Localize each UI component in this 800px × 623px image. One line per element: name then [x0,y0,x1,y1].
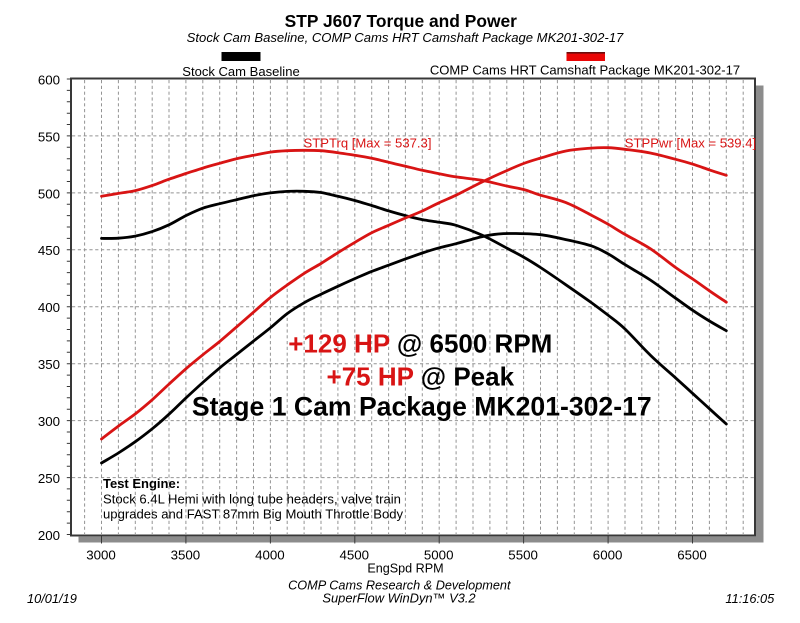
svg-text:Stage 1 Cam Package MK201-302-: Stage 1 Cam Package MK201-302-17 [192,392,652,422]
svg-text:Stock Cam Baseline: Stock Cam Baseline [182,64,299,79]
svg-text:COMP Cams Research & Developme: COMP Cams Research & Development [288,579,511,593]
svg-text:4500: 4500 [340,547,370,562]
svg-text:11:16:05: 11:16:05 [725,591,775,606]
svg-text:Stock 6.4L Hemi with long tube: Stock 6.4L Hemi with long tube headers, … [103,491,401,506]
svg-text:Stock Cam Baseline, COMP Cams: Stock Cam Baseline, COMP Cams HRT Camsha… [187,30,624,45]
svg-text:250: 250 [38,471,60,486]
svg-text:3000: 3000 [86,547,116,562]
svg-text:EngSpd RPM: EngSpd RPM [367,562,443,576]
svg-text:upgrades and FAST 87mm Big Mou: upgrades and FAST 87mm Big Mouth Throttl… [103,506,404,521]
svg-text:+75 HP @ Peak: +75 HP @ Peak [327,362,515,392]
svg-text:5500: 5500 [508,547,538,562]
svg-text:5000: 5000 [424,547,454,562]
svg-text:4000: 4000 [255,547,285,562]
svg-text:6000: 6000 [593,547,623,562]
svg-text:3500: 3500 [171,547,201,562]
svg-text:500: 500 [38,186,60,201]
svg-text:450: 450 [38,243,60,258]
svg-text:550: 550 [38,129,60,144]
svg-text:10/01/19: 10/01/19 [27,591,77,606]
svg-text:STP J607 Torque and Power: STP J607 Torque and Power [285,11,518,31]
svg-text:600: 600 [38,72,60,87]
svg-text:6500: 6500 [677,547,707,562]
svg-text:300: 300 [38,414,60,429]
svg-text:COMP Cams HRT Camshaft Package: COMP Cams HRT Camshaft Package MK201-302… [430,62,740,77]
svg-text:STPPwr [Max = 539.4]: STPPwr [Max = 539.4] [625,136,756,151]
svg-text:SuperFlow WinDyn™ V3.2: SuperFlow WinDyn™ V3.2 [322,590,475,605]
svg-text:350: 350 [38,357,60,372]
svg-text:+129 HP @ 6500 RPM: +129 HP @ 6500 RPM [288,329,552,359]
svg-text:STPTrq [Max = 537.3]: STPTrq [Max = 537.3] [304,136,432,151]
svg-text:400: 400 [38,300,60,315]
svg-text:Test Engine:: Test Engine: [103,476,180,491]
svg-text:200: 200 [38,528,60,543]
